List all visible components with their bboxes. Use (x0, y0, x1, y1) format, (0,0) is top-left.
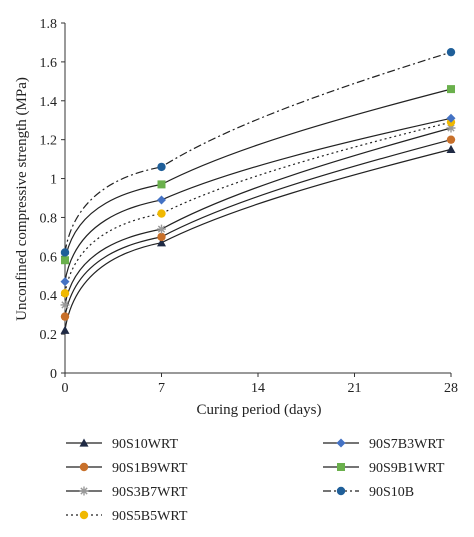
legend-marker (79, 510, 89, 520)
legend-marker (336, 438, 346, 448)
y-axis-label: Unconfined compressive strength (MPa) (14, 77, 30, 321)
legend-label: 90S10B (369, 485, 414, 500)
data-point (60, 248, 70, 257)
y-tick-label: 1.8 (40, 17, 58, 32)
series-line (64, 88, 452, 261)
y-tick-label: 0.8 (40, 211, 58, 226)
data-point (60, 277, 70, 287)
legend-item: 90S9B1WRT (323, 461, 445, 476)
x-tick-label: 7 (158, 381, 165, 396)
series-layer (60, 47, 456, 334)
y-tick-label: 1.4 (40, 95, 58, 110)
legend-marker (79, 486, 89, 496)
series-line (64, 121, 452, 294)
legend-marker (336, 486, 346, 496)
series-line (64, 117, 452, 282)
data-point (157, 162, 166, 172)
legend-item: 90S5B5WRT (66, 509, 188, 524)
legend-label: 90S3B7WRT (112, 485, 188, 500)
data-point (157, 180, 166, 189)
x-tick-label: 28 (444, 381, 458, 396)
series-line (64, 139, 452, 317)
x-tick-label: 0 (62, 381, 69, 396)
y-tick-label: 0 (50, 367, 57, 382)
data-point (60, 325, 70, 334)
y-axis: 0 0.2 0.4 0.6 0.8 1 1.2 1.4 1.6 1.8 (40, 17, 66, 382)
series-line (64, 51, 452, 253)
y-tick-label: 0.2 (40, 328, 58, 343)
legend-label: 90S1B9WRT (112, 461, 188, 476)
legend-label: 90S10WRT (112, 437, 178, 452)
data-point (60, 289, 70, 298)
data-point (61, 256, 69, 265)
legend: 90S10WRT 90S1B9WRT 90S3B7WRT 90S5B5WRT 90S7B… (66, 437, 445, 524)
legend-item: 90S10WRT (66, 437, 178, 452)
series-line (64, 127, 452, 306)
y-tick-label: 1 (50, 173, 57, 188)
legend-label: 90S5B5WRT (112, 509, 188, 524)
data-point (446, 113, 456, 123)
legend-marker (79, 438, 89, 447)
y-tick-label: 1.2 (40, 134, 58, 149)
data-point (157, 195, 166, 205)
legend-item: 90S7B3WRT (323, 437, 445, 452)
data-point (157, 224, 166, 234)
series-line (64, 148, 452, 331)
data-point (60, 312, 70, 321)
data-point (446, 123, 456, 133)
data-point (157, 209, 166, 218)
legend-marker (337, 463, 345, 471)
y-tick-label: 1.6 (40, 56, 58, 71)
legend-item: 90S1B9WRT (66, 461, 188, 476)
legend-label: 90S9B1WRT (369, 461, 445, 476)
data-point (157, 238, 166, 247)
data-point (446, 47, 456, 57)
x-tick-label: 14 (251, 381, 265, 396)
data-point (446, 135, 456, 144)
data-point (447, 85, 455, 94)
x-tick-label: 21 (348, 381, 362, 396)
y-tick-label: 0.4 (40, 289, 58, 304)
legend-marker (79, 462, 89, 472)
data-point (157, 232, 166, 242)
legend-item: 90S3B7WRT (66, 485, 188, 500)
x-axis-label: Curing period (days) (197, 402, 322, 418)
y-tick-label: 0.6 (40, 250, 58, 265)
legend-label: 90S7B3WRT (369, 437, 445, 452)
data-point (446, 144, 456, 153)
data-point (60, 300, 70, 310)
x-axis: 0 7 14 21 28 (62, 372, 458, 396)
legend-item: 90S10B (323, 485, 414, 500)
